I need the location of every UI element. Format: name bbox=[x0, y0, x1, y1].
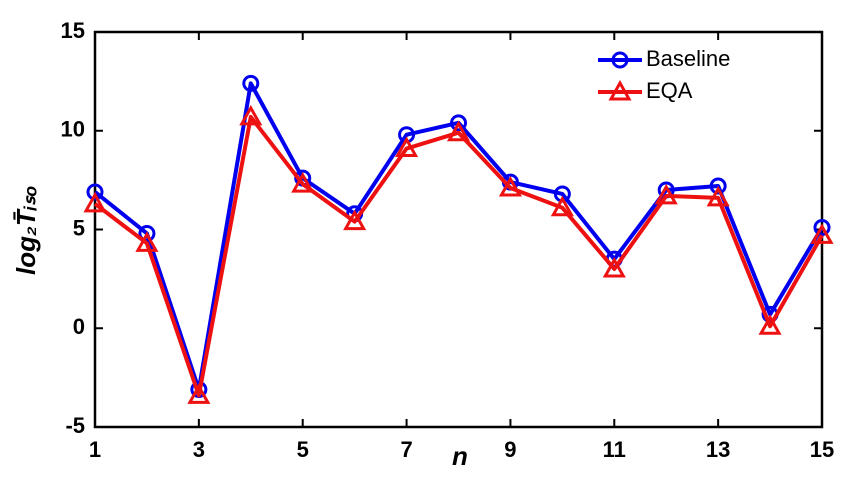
data-point bbox=[550, 195, 574, 217]
data-point bbox=[239, 104, 263, 126]
data-point bbox=[446, 120, 471, 142]
x-tick-label: 7 bbox=[400, 437, 412, 462]
data-point bbox=[602, 256, 626, 278]
data-point bbox=[758, 314, 782, 335]
y-tick-label: -5 bbox=[65, 413, 85, 438]
y-tick-label: 10 bbox=[61, 117, 85, 142]
series-line bbox=[93, 114, 824, 398]
data-point bbox=[138, 224, 156, 242]
data-point bbox=[709, 177, 727, 195]
data-point bbox=[498, 175, 522, 197]
data-point bbox=[242, 74, 260, 92]
data-point bbox=[395, 136, 419, 158]
data-point bbox=[187, 383, 211, 404]
legend-marker bbox=[611, 51, 629, 69]
data-point bbox=[450, 114, 467, 132]
x-tick-label: 9 bbox=[504, 437, 516, 462]
data-point bbox=[343, 209, 367, 231]
x-axis-label: n bbox=[452, 441, 468, 471]
data-point bbox=[83, 191, 107, 213]
legend-label: EQA bbox=[646, 78, 693, 103]
x-tick-label: 3 bbox=[193, 437, 205, 462]
y-tick-label: 15 bbox=[61, 18, 85, 43]
x-tick-label: 5 bbox=[297, 437, 309, 462]
data-point bbox=[86, 183, 104, 201]
data-point bbox=[654, 183, 678, 205]
data-point bbox=[813, 219, 831, 237]
data-point bbox=[706, 185, 730, 207]
x-tick-label: 11 bbox=[603, 437, 626, 462]
data-point bbox=[291, 172, 315, 193]
legend-label: Baseline bbox=[646, 46, 730, 71]
data-point bbox=[810, 223, 834, 244]
x-tick-label: 1 bbox=[89, 437, 101, 462]
legend-marker bbox=[608, 79, 632, 101]
y-tick-label: 5 bbox=[73, 215, 85, 240]
data-point bbox=[135, 231, 159, 252]
x-tick-label: 13 bbox=[706, 437, 730, 462]
x-tick-label: 15 bbox=[810, 437, 834, 462]
y-tick-label: 0 bbox=[73, 314, 85, 339]
y-axis-label: log₂T̄ᵢₛₒ bbox=[11, 185, 41, 275]
